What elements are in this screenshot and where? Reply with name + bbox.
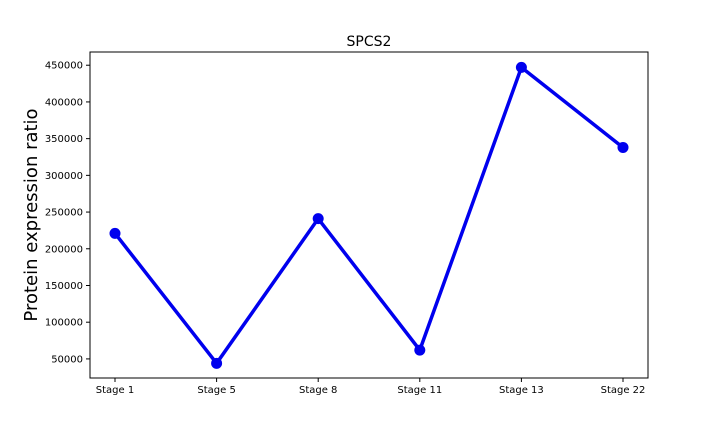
x-tick-label: Stage 22 (601, 385, 646, 396)
y-tick-label: 300000 (45, 171, 83, 182)
x-tick-label: Stage 5 (197, 385, 235, 396)
data-point (211, 357, 223, 369)
data-point (515, 61, 527, 73)
y-tick-label: 350000 (45, 134, 83, 145)
data-point (312, 213, 324, 225)
plot-background (90, 52, 648, 378)
y-axis-ticks: 50000 100000 150000 200000 250000 300000 35000… (45, 61, 90, 365)
y-tick-label: 400000 (45, 97, 83, 108)
y-tick-label: 450000 (45, 61, 83, 72)
x-tick-label: Stage 13 (499, 385, 544, 396)
x-tick-label: Stage 11 (397, 385, 442, 396)
y-axis-title: Protein expression ratio (21, 108, 42, 321)
chart-title: SPCS2 (347, 34, 392, 50)
y-tick-label: 150000 (45, 281, 83, 292)
y-tick-label: 50000 (51, 354, 83, 365)
plot-frame (89, 51, 649, 379)
series-line (113, 64, 625, 367)
series-layer (109, 61, 629, 369)
y-tick-label: 100000 (45, 318, 83, 329)
x-tick-label: Stage 8 (299, 385, 337, 396)
data-point (617, 141, 629, 153)
y-tick-label: 250000 (45, 208, 83, 219)
data-point (414, 344, 426, 356)
y-tick-label: 200000 (45, 244, 83, 255)
x-axis-ticks: Stage 1 Stage 5 Stage 8 Stage 11 Stage 13 Sta… (96, 378, 646, 396)
data-point (109, 227, 121, 239)
x-tick-label: Stage 1 (96, 385, 134, 396)
